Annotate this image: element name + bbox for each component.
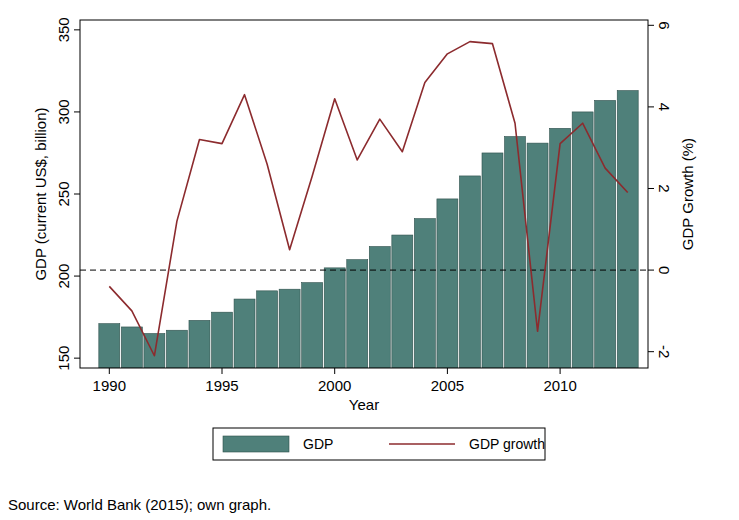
bar bbox=[505, 137, 526, 368]
y-tick bbox=[74, 111, 80, 112]
y-tick-label: 250 bbox=[55, 181, 72, 206]
bar bbox=[234, 299, 255, 368]
source-note: Source: World Bank (2015); own graph. bbox=[8, 496, 271, 513]
y-tick bbox=[74, 276, 80, 277]
bar bbox=[302, 283, 323, 368]
x-tick bbox=[109, 368, 110, 374]
x-tick-label: 2010 bbox=[543, 377, 576, 394]
y-tick-label: 300 bbox=[55, 99, 72, 124]
legend-key bbox=[389, 443, 455, 445]
y2-tick bbox=[648, 188, 654, 189]
y2-tick bbox=[648, 351, 654, 352]
bar bbox=[437, 199, 458, 368]
plot-area bbox=[80, 42, 648, 368]
y2-tick-label: -2 bbox=[656, 345, 673, 358]
x-tick-label: 2005 bbox=[431, 377, 464, 394]
chart-svg: 1990 1995 2000 2005 2010 150 200 250 300 350 -2 0 2 4… bbox=[0, 0, 739, 520]
bar bbox=[392, 235, 413, 368]
legend-label: GDP growth bbox=[469, 436, 545, 452]
y-tick bbox=[74, 194, 80, 195]
bar bbox=[482, 153, 503, 368]
bar bbox=[144, 334, 165, 368]
bar bbox=[212, 312, 233, 368]
bar bbox=[595, 100, 616, 368]
y-tick-label: 150 bbox=[55, 346, 72, 371]
bar bbox=[572, 112, 593, 368]
bar bbox=[121, 327, 142, 368]
y-tick bbox=[74, 29, 80, 30]
legend-label: GDP bbox=[303, 436, 333, 452]
chart-container: 1990 1995 2000 2005 2010 150 200 250 300 350 -2 0 2 4… bbox=[0, 0, 739, 520]
bar bbox=[459, 176, 480, 368]
y-tick-label: 350 bbox=[55, 17, 72, 42]
bar bbox=[347, 260, 368, 368]
plot-frame bbox=[80, 20, 648, 368]
y-tick-label: 200 bbox=[55, 264, 72, 289]
y2-tick-label: 6 bbox=[656, 21, 673, 29]
legend-key bbox=[223, 436, 289, 452]
bar bbox=[414, 219, 435, 368]
y-tick bbox=[74, 358, 80, 359]
y2-tick-label: 2 bbox=[656, 184, 673, 192]
x-tick bbox=[560, 368, 561, 374]
bar bbox=[369, 247, 390, 368]
x-tick-label: 1990 bbox=[93, 377, 126, 394]
bar bbox=[189, 320, 210, 368]
growth-line bbox=[109, 42, 627, 356]
x-tick-label: 1995 bbox=[205, 377, 238, 394]
y2-tick bbox=[648, 25, 654, 26]
bar bbox=[527, 143, 548, 368]
y2-tick-label: 4 bbox=[656, 103, 673, 111]
bar bbox=[550, 128, 571, 368]
y2-tick bbox=[648, 270, 654, 271]
bar bbox=[324, 268, 345, 368]
legend-box bbox=[213, 428, 545, 460]
y-axis-label: GDP (current US$, billion) bbox=[32, 107, 49, 280]
bar bbox=[166, 330, 187, 368]
bar bbox=[99, 324, 120, 368]
bar bbox=[617, 91, 638, 368]
y2-axis-label: GDP Growth (%) bbox=[679, 138, 696, 250]
x-tick-label: 2000 bbox=[318, 377, 351, 394]
bar bbox=[257, 291, 278, 368]
reference-line bbox=[80, 270, 648, 271]
x-tick bbox=[334, 368, 335, 374]
x-tick bbox=[447, 368, 448, 374]
y2-tick-label: 0 bbox=[656, 266, 673, 274]
x-tick bbox=[222, 368, 223, 374]
y2-tick bbox=[648, 106, 654, 107]
bar bbox=[279, 289, 300, 368]
x-axis-label: Year bbox=[349, 396, 379, 413]
background bbox=[0, 0, 739, 520]
